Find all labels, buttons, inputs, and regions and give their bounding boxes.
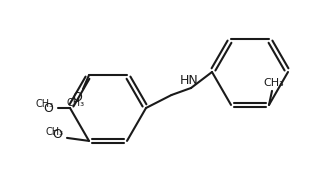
Text: O: O — [43, 102, 53, 115]
Text: CH₃: CH₃ — [45, 127, 63, 137]
Text: CH₃: CH₃ — [67, 98, 85, 108]
Text: O: O — [52, 128, 62, 141]
Text: CH₃: CH₃ — [264, 78, 284, 88]
Text: CH₃: CH₃ — [36, 99, 54, 109]
Text: HN: HN — [180, 73, 198, 87]
Text: O: O — [72, 91, 82, 104]
